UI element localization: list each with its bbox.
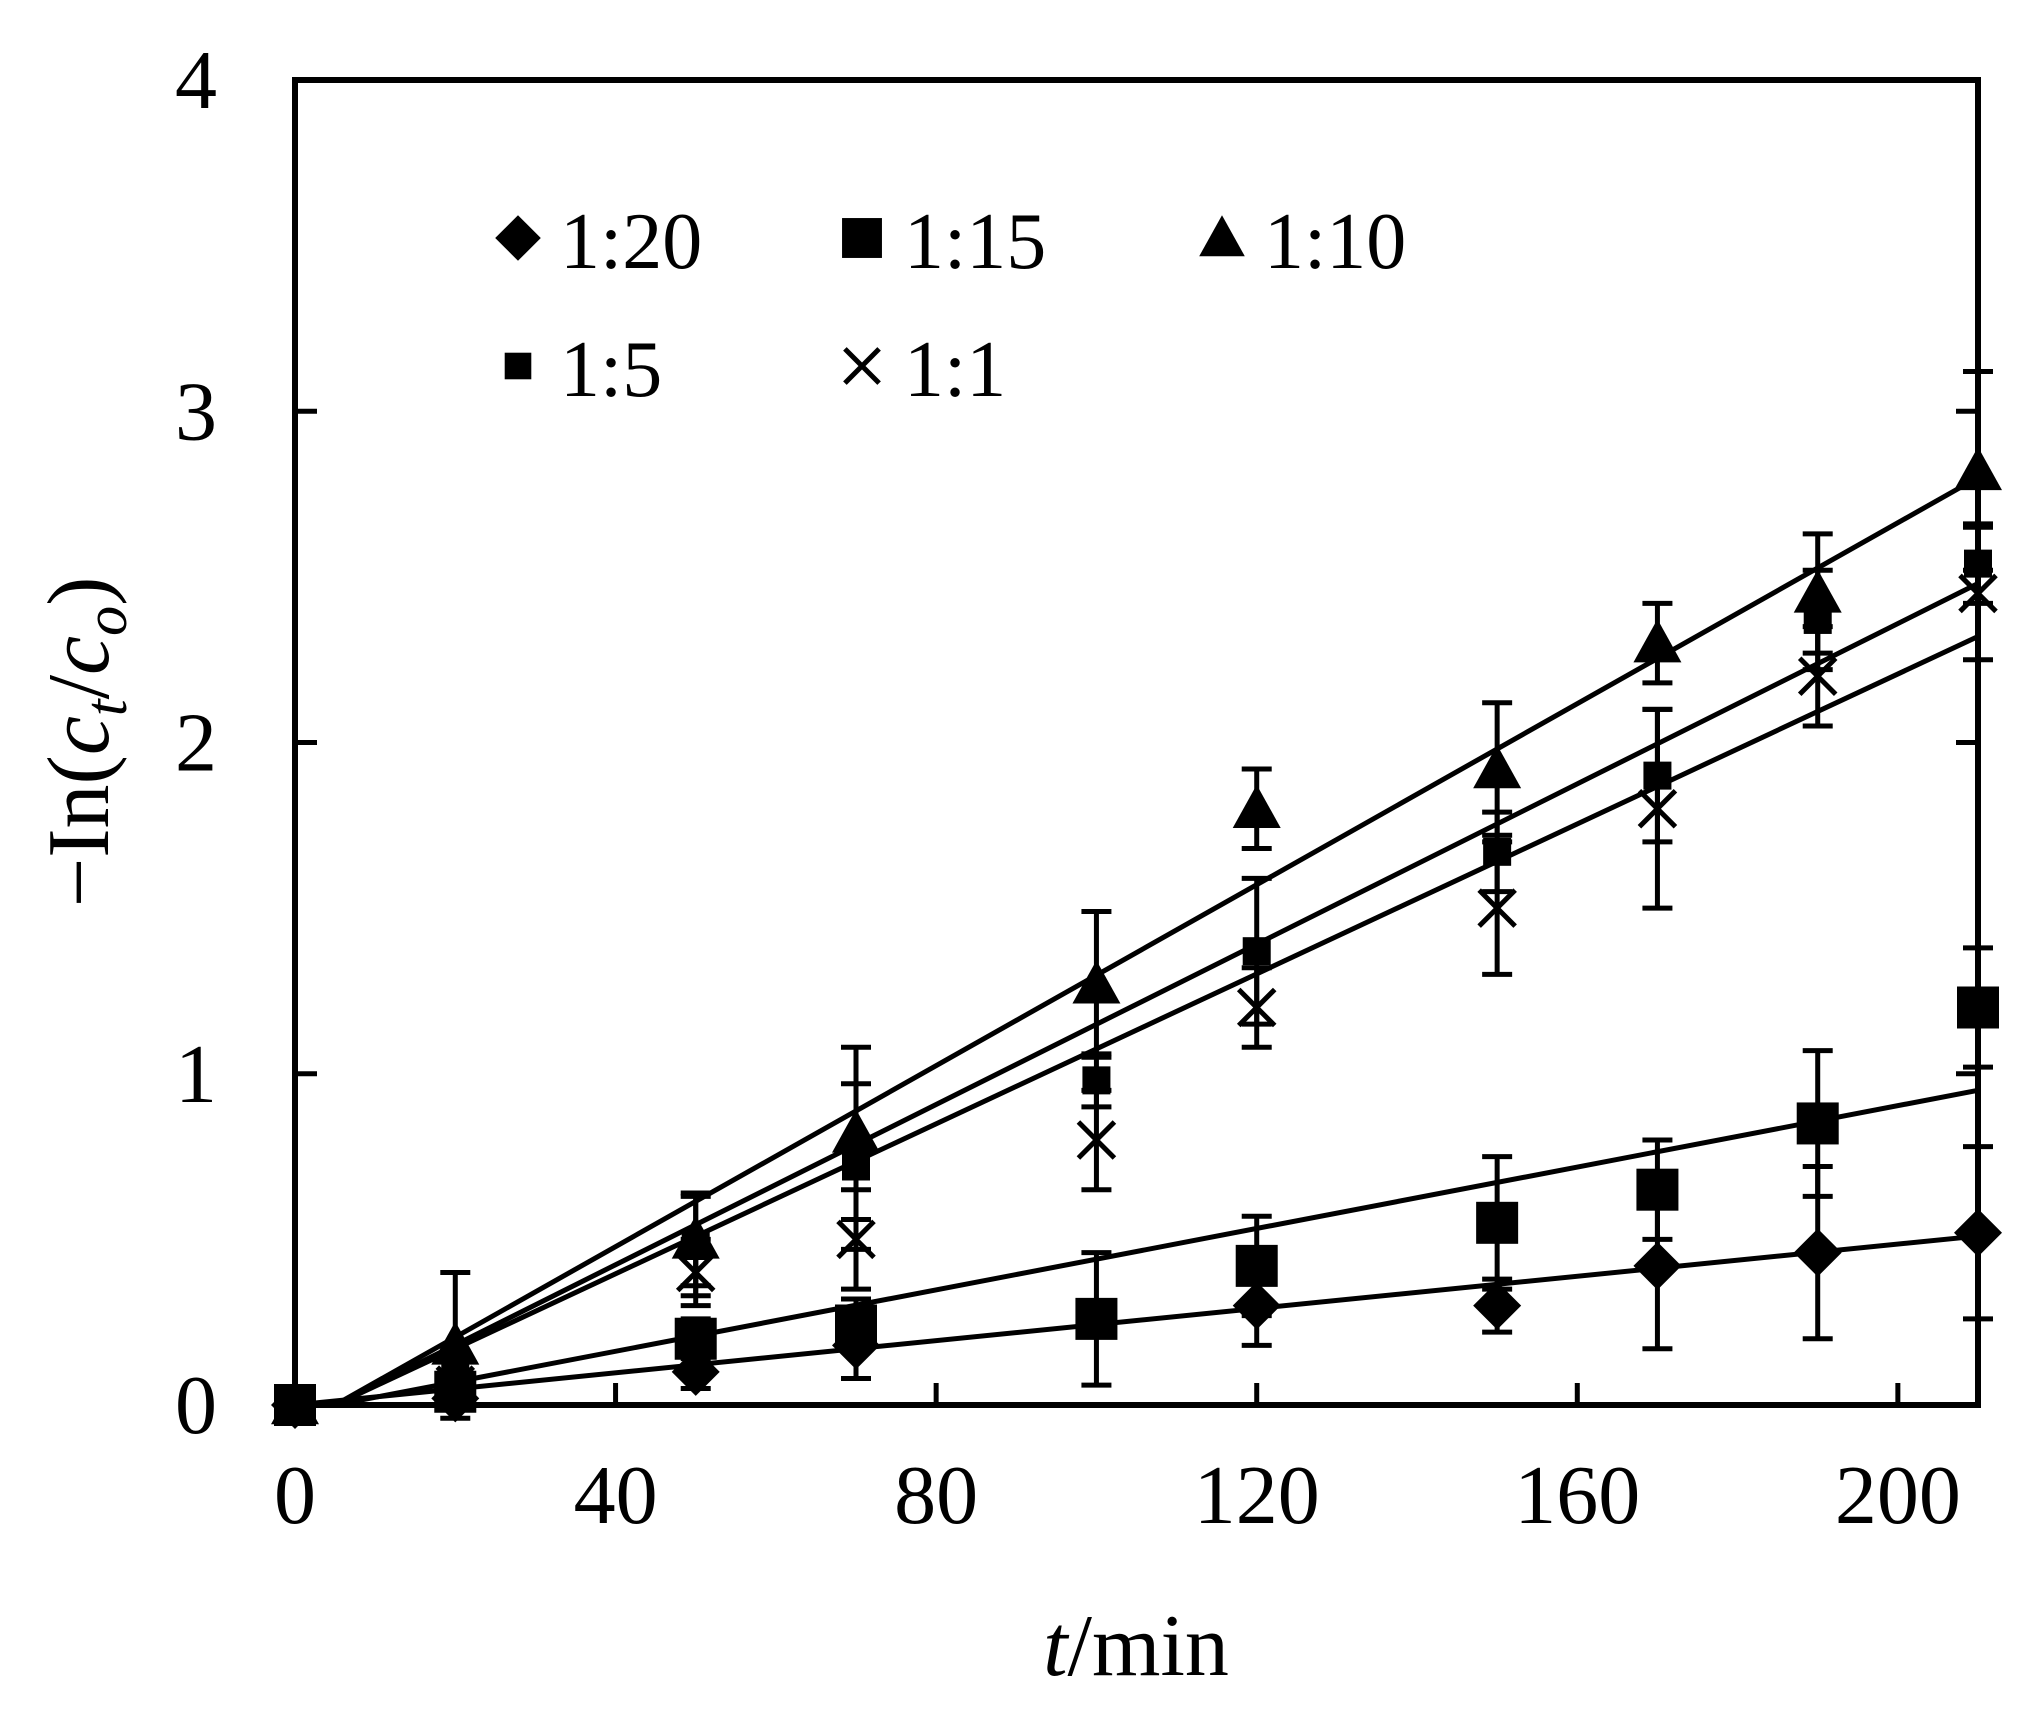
data-point-1-15 xyxy=(1075,1297,1118,1340)
x-tick-label: 160 xyxy=(1514,1449,1640,1542)
y-tick-label: 2 xyxy=(175,697,217,790)
data-point-1-15 xyxy=(835,1304,877,1347)
data-point-1-20 xyxy=(1633,1241,1682,1290)
y-axis-title: −In(ct/co) xyxy=(31,577,139,908)
data-point-1-5 xyxy=(1643,761,1672,790)
data-point-1-10 xyxy=(1072,960,1121,1004)
legend-marker-1-10 xyxy=(1199,215,1245,257)
data-point-1-20 xyxy=(1232,1281,1281,1330)
data-point-1-10 xyxy=(1633,619,1682,663)
y-ticks xyxy=(295,77,1978,1408)
data-point-1-15 xyxy=(1235,1244,1278,1287)
legend-marker-1-15 xyxy=(842,218,882,258)
data-point-1-5 xyxy=(1242,937,1271,966)
y-tick-label: 4 xyxy=(175,34,217,127)
data-point-1-20 xyxy=(1793,1228,1842,1277)
data-point-1-1 xyxy=(1076,1120,1117,1160)
data-point-1-10 xyxy=(431,1321,480,1365)
legend: 1:20 1:15 1:10 1:5 1:1 xyxy=(495,198,1406,414)
x-tick-labels: 0 40 80 120 160 200 xyxy=(274,1449,1961,1542)
fit-line-1-5 xyxy=(333,581,1980,1408)
y-axis-title-c1: c xyxy=(31,716,128,755)
y-tick-labels: 0 1 2 3 4 xyxy=(175,34,217,1452)
data-point-1-1 xyxy=(1637,788,1678,829)
y-axis-title-sub1: t xyxy=(73,698,139,716)
x-axis-title-unit: /min xyxy=(1068,1598,1229,1695)
legend-label-1-20: 1:20 xyxy=(560,198,702,286)
data-point-1-15 xyxy=(1636,1168,1679,1211)
data-point-1-1 xyxy=(1477,888,1517,928)
legend-marker-1-20 xyxy=(495,215,541,261)
fit-lines xyxy=(294,475,1980,1408)
markers xyxy=(271,446,2002,1429)
legend-marker-1-5 xyxy=(504,352,532,380)
legend-label-1-1: 1:1 xyxy=(904,326,1006,414)
data-point-1-20 xyxy=(671,1347,720,1396)
y-axis-title-suffix: ) xyxy=(31,577,128,606)
legend-label-1-10: 1:10 xyxy=(1264,198,1406,286)
y-axis-title-sub2: o xyxy=(73,606,139,636)
legend-label-1-15: 1:15 xyxy=(904,198,1046,286)
data-point-1-1 xyxy=(675,1252,716,1293)
data-point-1-5 xyxy=(1483,837,1512,866)
y-tick-label: 3 xyxy=(175,365,217,458)
y-axis-title-slash: / xyxy=(31,674,128,699)
data-point-1-10 xyxy=(1473,745,1522,789)
data-point-1-15 xyxy=(674,1317,717,1360)
x-tick-label: 80 xyxy=(894,1449,978,1542)
x-axis-title-var: t xyxy=(1043,1598,1070,1695)
x-tick-label: 120 xyxy=(1194,1449,1320,1542)
y-axis-title-c2: c xyxy=(31,636,128,675)
fit-line-1-1 xyxy=(334,634,1980,1408)
error-bars xyxy=(440,369,1993,1421)
data-point-1-15 xyxy=(1796,1102,1839,1145)
y-axis-title-prefix: −In( xyxy=(31,755,128,907)
data-point-1-15 xyxy=(1476,1201,1519,1244)
legend-label-1-5: 1:5 xyxy=(560,326,662,414)
data-point-1-5 xyxy=(1803,605,1832,634)
legend-marker-1-1 xyxy=(843,347,881,385)
data-point-1-10 xyxy=(832,1109,880,1153)
plot-frame xyxy=(292,77,1981,1408)
y-tick-label: 1 xyxy=(175,1028,217,1121)
data-point-1-10 xyxy=(1793,569,1842,613)
data-point-1-5 xyxy=(681,1232,710,1260)
fit-line-1-15 xyxy=(334,1087,1979,1408)
x-tick-label: 200 xyxy=(1835,1449,1961,1542)
data-point-1-1 xyxy=(1797,656,1838,697)
data-point-1-1 xyxy=(1236,987,1277,1028)
data-point-1-1 xyxy=(435,1365,476,1405)
fit-line-1-20 xyxy=(294,1233,1979,1408)
data-point-1-5 xyxy=(1082,1066,1111,1095)
data-point-1-20 xyxy=(1473,1281,1522,1330)
x-tick-label: 0 xyxy=(274,1449,316,1542)
y-tick-label: 0 xyxy=(175,1359,217,1452)
x-tick-label: 40 xyxy=(574,1449,658,1542)
data-point-1-10 xyxy=(1232,784,1281,828)
x-ticks xyxy=(292,1383,1901,1405)
data-point-1-1 xyxy=(836,1219,876,1260)
x-axis-title: t/min xyxy=(1043,1598,1229,1695)
data-point-1-5 xyxy=(842,1152,870,1181)
fit-line-1-10 xyxy=(333,475,1980,1408)
